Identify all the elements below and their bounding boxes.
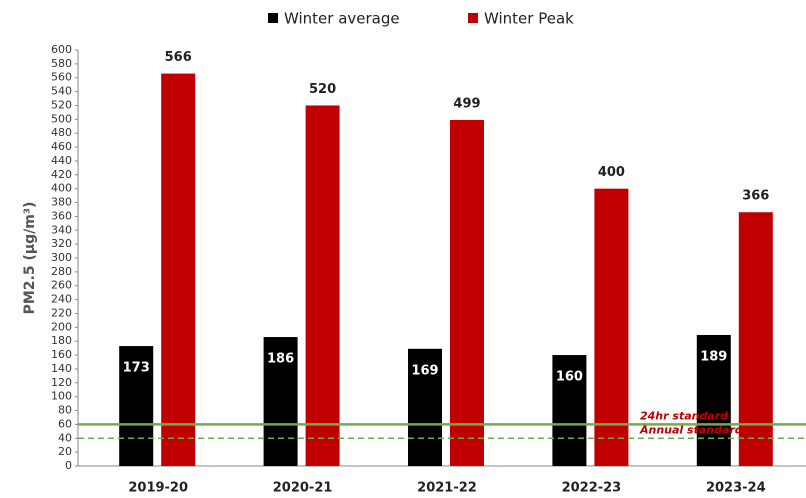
- y-tick-label: 20: [58, 445, 72, 458]
- y-tick-label: 160: [51, 348, 72, 361]
- y-tick-label: 540: [51, 85, 72, 98]
- y-tick-label: 600: [51, 43, 72, 56]
- y-axis-label: PM2.5 (µg/m³): [22, 202, 38, 315]
- y-tick-label: 80: [58, 404, 72, 417]
- bar: [119, 346, 154, 466]
- y-tick-label: 260: [51, 279, 72, 292]
- y-tick-label: 420: [51, 168, 72, 181]
- bar: [305, 105, 340, 466]
- value-label: 400: [598, 165, 625, 180]
- bar: [696, 334, 731, 466]
- legend-swatch: [468, 13, 478, 23]
- value-label: 366: [742, 189, 769, 204]
- value-label: 160: [556, 370, 583, 385]
- bar: [161, 73, 196, 466]
- y-tick-label: 300: [51, 251, 72, 264]
- y-tick-label: 0: [65, 459, 72, 472]
- legend-label: Winter Peak: [484, 10, 574, 28]
- y-tick-label: 240: [51, 293, 72, 306]
- y-tick-label: 380: [51, 196, 72, 209]
- reference-label: Annual standard: [639, 423, 743, 436]
- y-tick-label: 340: [51, 223, 72, 236]
- y-tick-label: 280: [51, 265, 72, 278]
- y-tick-label: 180: [51, 334, 72, 347]
- y-tick-label: 400: [51, 182, 72, 195]
- bar: [450, 120, 484, 466]
- x-tick-label: 2019-20: [128, 481, 188, 496]
- y-tick-label: 460: [51, 140, 72, 153]
- value-label: 566: [165, 50, 192, 65]
- y-tick-label: 440: [51, 154, 72, 167]
- bar: [263, 337, 298, 466]
- y-tick-label: 60: [58, 417, 72, 430]
- legend-label: Winter average: [284, 10, 400, 28]
- value-label: 189: [700, 349, 727, 364]
- x-tick-label: 2023-24: [706, 481, 766, 496]
- y-tick-label: 360: [51, 209, 72, 222]
- y-tick-label: 200: [51, 320, 72, 333]
- legend-swatch: [268, 13, 278, 23]
- y-tick-label: 520: [51, 98, 72, 111]
- y-tick-label: 220: [51, 306, 72, 319]
- bar: [408, 348, 442, 466]
- y-tick-label: 560: [51, 71, 72, 84]
- x-tick-label: 2020-21: [273, 481, 333, 496]
- y-tick-label: 320: [51, 237, 72, 250]
- y-tick-label: 500: [51, 112, 72, 125]
- y-tick-label: 40: [58, 431, 72, 444]
- y-tick-label: 100: [51, 390, 72, 403]
- y-tick-label: 120: [51, 376, 72, 389]
- y-tick-label: 580: [51, 57, 72, 70]
- value-label: 173: [123, 361, 150, 376]
- y-tick-label: 140: [51, 362, 72, 375]
- value-label: 499: [453, 97, 480, 112]
- value-label: 169: [411, 363, 438, 378]
- x-tick-label: 2022-23: [562, 481, 622, 496]
- reference-label: 24hr standard: [640, 409, 728, 422]
- x-tick-label: 2021-22: [417, 481, 477, 496]
- value-label: 520: [309, 82, 336, 97]
- bar: [738, 212, 773, 466]
- value-label: 186: [267, 352, 294, 367]
- bar: [552, 355, 587, 466]
- bar: [594, 188, 629, 466]
- y-tick-label: 480: [51, 126, 72, 139]
